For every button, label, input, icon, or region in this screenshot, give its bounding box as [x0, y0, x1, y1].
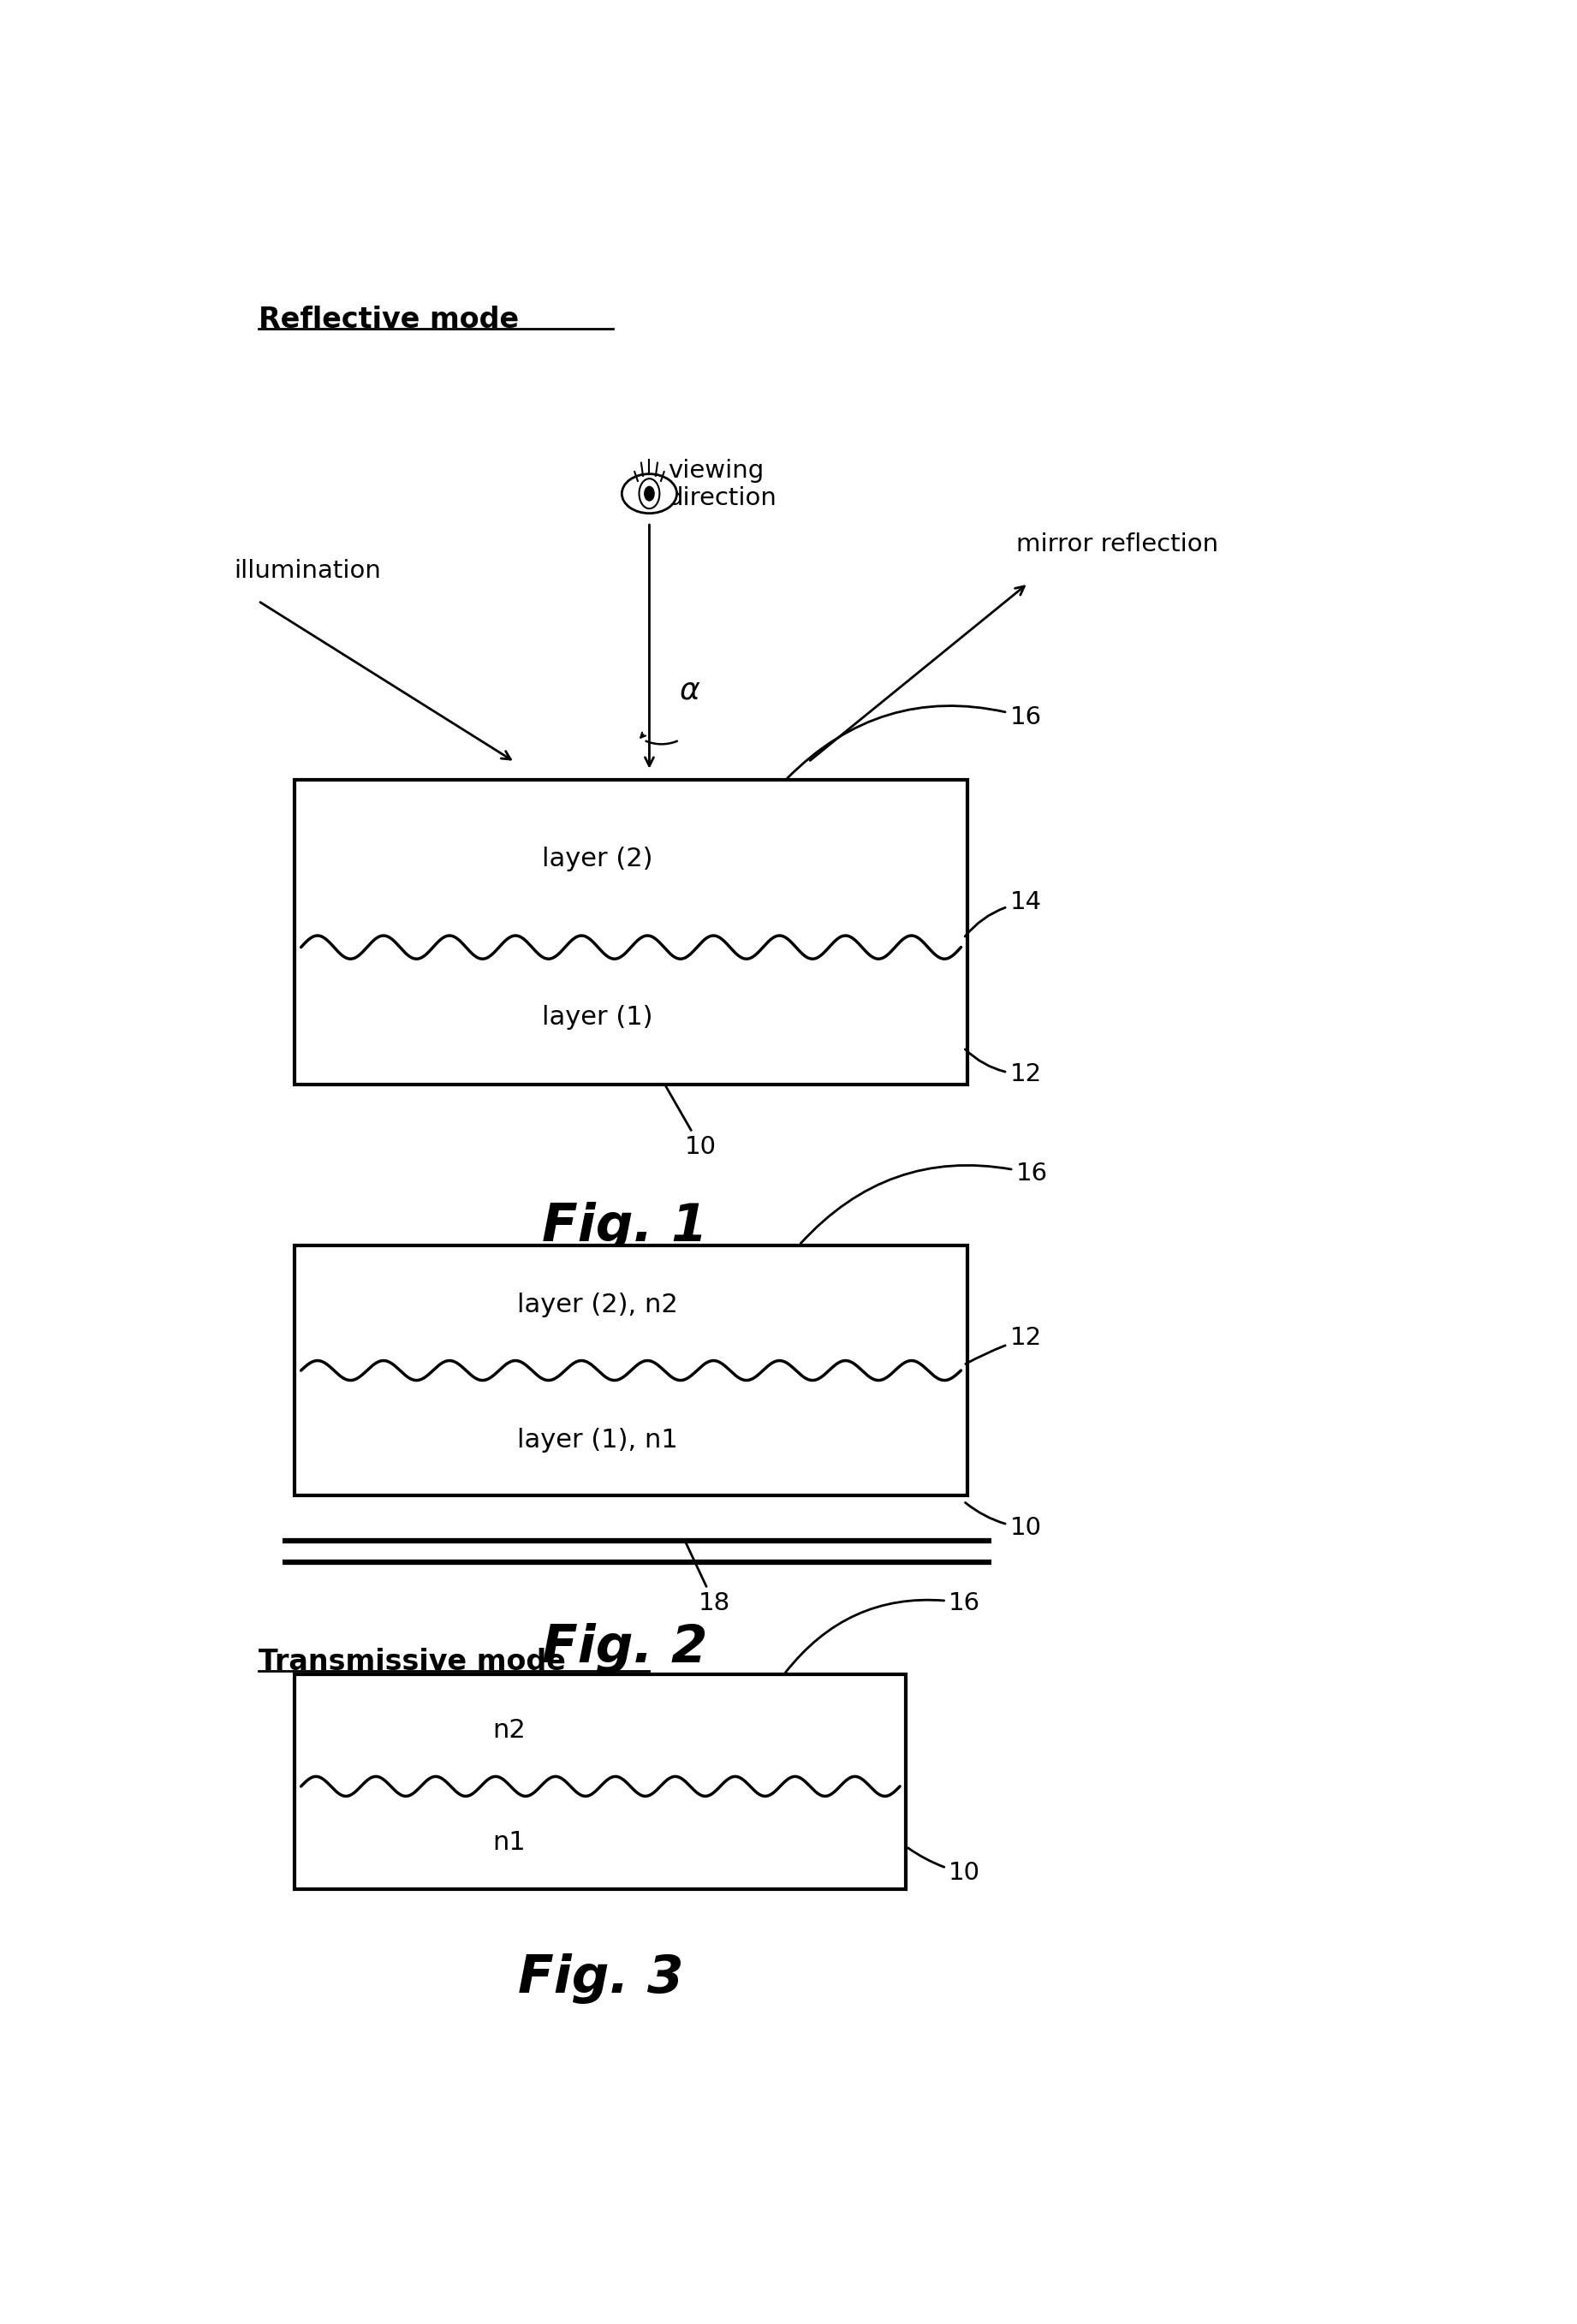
Text: 10: 10: [665, 1085, 716, 1160]
Text: α: α: [680, 676, 700, 704]
Text: 10: 10: [965, 1504, 1041, 1541]
Text: 12: 12: [965, 1327, 1042, 1364]
Text: 16: 16: [801, 1162, 1047, 1243]
Text: layer (1): layer (1): [542, 1004, 653, 1030]
FancyBboxPatch shape: [295, 781, 967, 1083]
Ellipse shape: [621, 474, 677, 514]
Text: 14: 14: [965, 890, 1042, 937]
Text: 18: 18: [686, 1543, 730, 1615]
Text: n2: n2: [492, 1717, 525, 1743]
Text: n1: n1: [492, 1829, 525, 1855]
Text: 12: 12: [965, 1050, 1042, 1085]
Text: Transmissive mode: Transmissive mode: [259, 1648, 566, 1676]
FancyBboxPatch shape: [295, 1676, 905, 1889]
Text: Fig. 1: Fig. 1: [542, 1202, 708, 1253]
Text: layer (2), n2: layer (2), n2: [517, 1292, 678, 1318]
Text: 16: 16: [785, 1592, 981, 1673]
Text: Reflective mode: Reflective mode: [259, 307, 519, 335]
Text: viewing
direction: viewing direction: [667, 458, 777, 511]
Text: mirror reflection: mirror reflection: [1016, 532, 1217, 555]
Text: 10: 10: [908, 1848, 981, 1885]
Circle shape: [639, 479, 659, 509]
Circle shape: [645, 486, 654, 500]
Text: layer (2): layer (2): [542, 846, 653, 872]
Text: layer (1), n1: layer (1), n1: [517, 1429, 678, 1452]
Text: illumination: illumination: [233, 560, 382, 583]
Text: Fig. 3: Fig. 3: [517, 1954, 683, 2003]
Text: 16: 16: [787, 704, 1042, 779]
Text: Fig. 2: Fig. 2: [542, 1622, 708, 1673]
FancyBboxPatch shape: [295, 1246, 967, 1497]
